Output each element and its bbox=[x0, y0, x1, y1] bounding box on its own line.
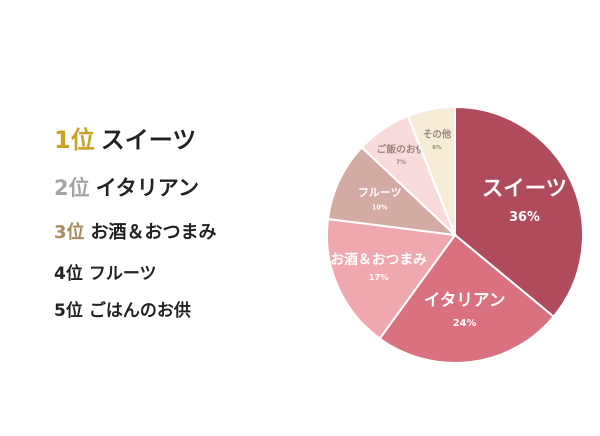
rank-name: お酒＆おつまみ bbox=[90, 222, 217, 243]
slice-value: 6% bbox=[432, 145, 442, 151]
ranking-row: 3位 お酒＆おつまみ bbox=[54, 218, 217, 244]
slice-label: スイーツ bbox=[482, 176, 567, 201]
ranking-row: 5位 ごはんのお供 bbox=[54, 296, 191, 321]
slice-value: 10% bbox=[372, 203, 388, 211]
slice-label: その他 bbox=[423, 129, 452, 141]
rank: 4位 bbox=[54, 264, 83, 284]
slice-label: フルーツ bbox=[358, 186, 402, 199]
slice-label: お酒＆おつまみ bbox=[330, 252, 427, 268]
pie-slice bbox=[378, 233, 556, 364]
slice-label: イタリアン bbox=[424, 291, 506, 310]
slice-label: ご飯のお供 bbox=[377, 143, 426, 156]
rank-name: スイーツ bbox=[100, 126, 197, 154]
rank-name: ごはんのお供 bbox=[88, 301, 191, 321]
slice-value: 17% bbox=[369, 272, 390, 282]
slice-value: 24% bbox=[453, 318, 477, 329]
ranking-row: 1位 スイーツ bbox=[54, 120, 196, 155]
ranking-row: 2位 イタリアン bbox=[54, 172, 199, 202]
rank: 1位 bbox=[54, 126, 95, 154]
pie-slice bbox=[454, 105, 584, 318]
pie-slice bbox=[406, 105, 456, 236]
rank-name: フルーツ bbox=[88, 264, 157, 284]
slice-value: 36% bbox=[509, 210, 540, 225]
rank: 3位 bbox=[54, 222, 85, 243]
ranking-row: 4位 フルーツ bbox=[54, 259, 157, 284]
slice-value: 7% bbox=[396, 160, 406, 166]
rank-name: イタリアン bbox=[95, 176, 199, 200]
rank: 2位 bbox=[54, 176, 90, 200]
pie-slice bbox=[326, 217, 457, 340]
rank: 5位 bbox=[54, 301, 83, 321]
pie-slice bbox=[326, 145, 458, 237]
